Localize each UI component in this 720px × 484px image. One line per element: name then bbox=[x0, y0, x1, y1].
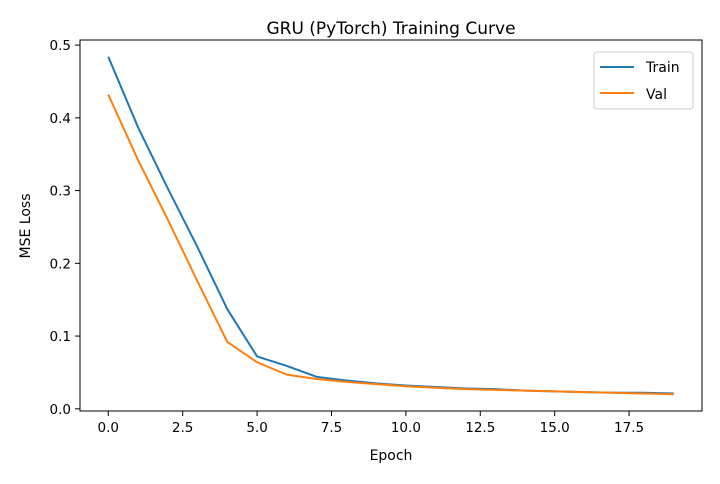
y-tick-label: 0.0 bbox=[50, 402, 71, 418]
chart-title: GRU (PyTorch) Training Curve bbox=[266, 19, 515, 39]
y-tick-label: 0.2 bbox=[50, 256, 71, 272]
x-tick-label: 10.0 bbox=[391, 420, 421, 436]
series-layer bbox=[107, 56, 674, 396]
x-axis-ticks: 0.0 2.5 5.0 7.5 10.0 12.5 15.0 17.5 bbox=[98, 411, 644, 436]
x-tick-label: 17.5 bbox=[614, 420, 644, 436]
plot-area-frame bbox=[79, 39, 703, 412]
x-tick-label: 2.5 bbox=[172, 420, 193, 436]
x-tick-label: 15.0 bbox=[540, 420, 570, 436]
x-tick-label: 7.5 bbox=[321, 420, 342, 436]
y-tick-label: 0.5 bbox=[50, 38, 71, 54]
y-tick-label: 0.1 bbox=[50, 329, 71, 345]
legend: Train Val bbox=[593, 51, 694, 110]
y-tick-label: 0.3 bbox=[50, 184, 71, 200]
x-tick-label: 0.0 bbox=[98, 420, 119, 436]
legend-val-label: Val bbox=[646, 87, 667, 103]
y-axis-label: MSE Loss bbox=[18, 194, 34, 259]
y-axis-ticks: 0.0 0.1 0.2 0.3 0.4 0.5 bbox=[50, 38, 80, 418]
series-line-train bbox=[107, 56, 674, 395]
x-tick-label: 5.0 bbox=[246, 420, 267, 436]
y-tick-label: 0.4 bbox=[50, 111, 71, 127]
x-tick-label: 12.5 bbox=[465, 420, 495, 436]
series-line-val bbox=[107, 94, 674, 396]
legend-train-label: Train bbox=[645, 60, 680, 76]
x-axis-label: Epoch bbox=[370, 448, 413, 464]
